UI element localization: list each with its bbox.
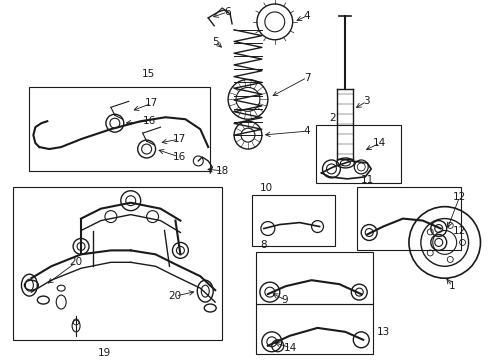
Text: 15: 15 <box>142 69 155 80</box>
Text: 20: 20 <box>69 257 82 267</box>
Text: 16: 16 <box>143 116 156 126</box>
Text: 9: 9 <box>282 295 289 305</box>
Text: 1: 1 <box>449 281 455 291</box>
Text: 8: 8 <box>260 240 267 251</box>
Bar <box>29 87 210 171</box>
Text: 11: 11 <box>361 175 374 185</box>
Text: 13: 13 <box>377 327 391 337</box>
Text: 5: 5 <box>212 37 219 47</box>
Text: 7: 7 <box>304 72 310 82</box>
Text: 12: 12 <box>453 192 466 202</box>
Bar <box>357 187 461 251</box>
Bar <box>256 252 373 304</box>
Text: 20: 20 <box>169 291 182 301</box>
Bar <box>316 125 401 183</box>
Text: 4: 4 <box>304 126 310 136</box>
Text: 17: 17 <box>145 98 158 108</box>
Bar <box>14 187 222 340</box>
Text: 17: 17 <box>172 134 186 144</box>
Bar <box>252 195 336 246</box>
Text: 16: 16 <box>172 152 186 162</box>
Text: 4: 4 <box>304 11 310 21</box>
Text: 19: 19 <box>98 348 112 358</box>
Text: 14: 14 <box>284 343 297 353</box>
Text: 18: 18 <box>216 166 229 176</box>
Text: 6: 6 <box>224 7 231 17</box>
Text: 10: 10 <box>260 183 273 193</box>
Text: 12: 12 <box>453 225 466 235</box>
Text: 2: 2 <box>329 113 336 123</box>
Text: 14: 14 <box>373 138 387 148</box>
Bar <box>256 304 373 354</box>
Text: 3: 3 <box>363 96 370 106</box>
